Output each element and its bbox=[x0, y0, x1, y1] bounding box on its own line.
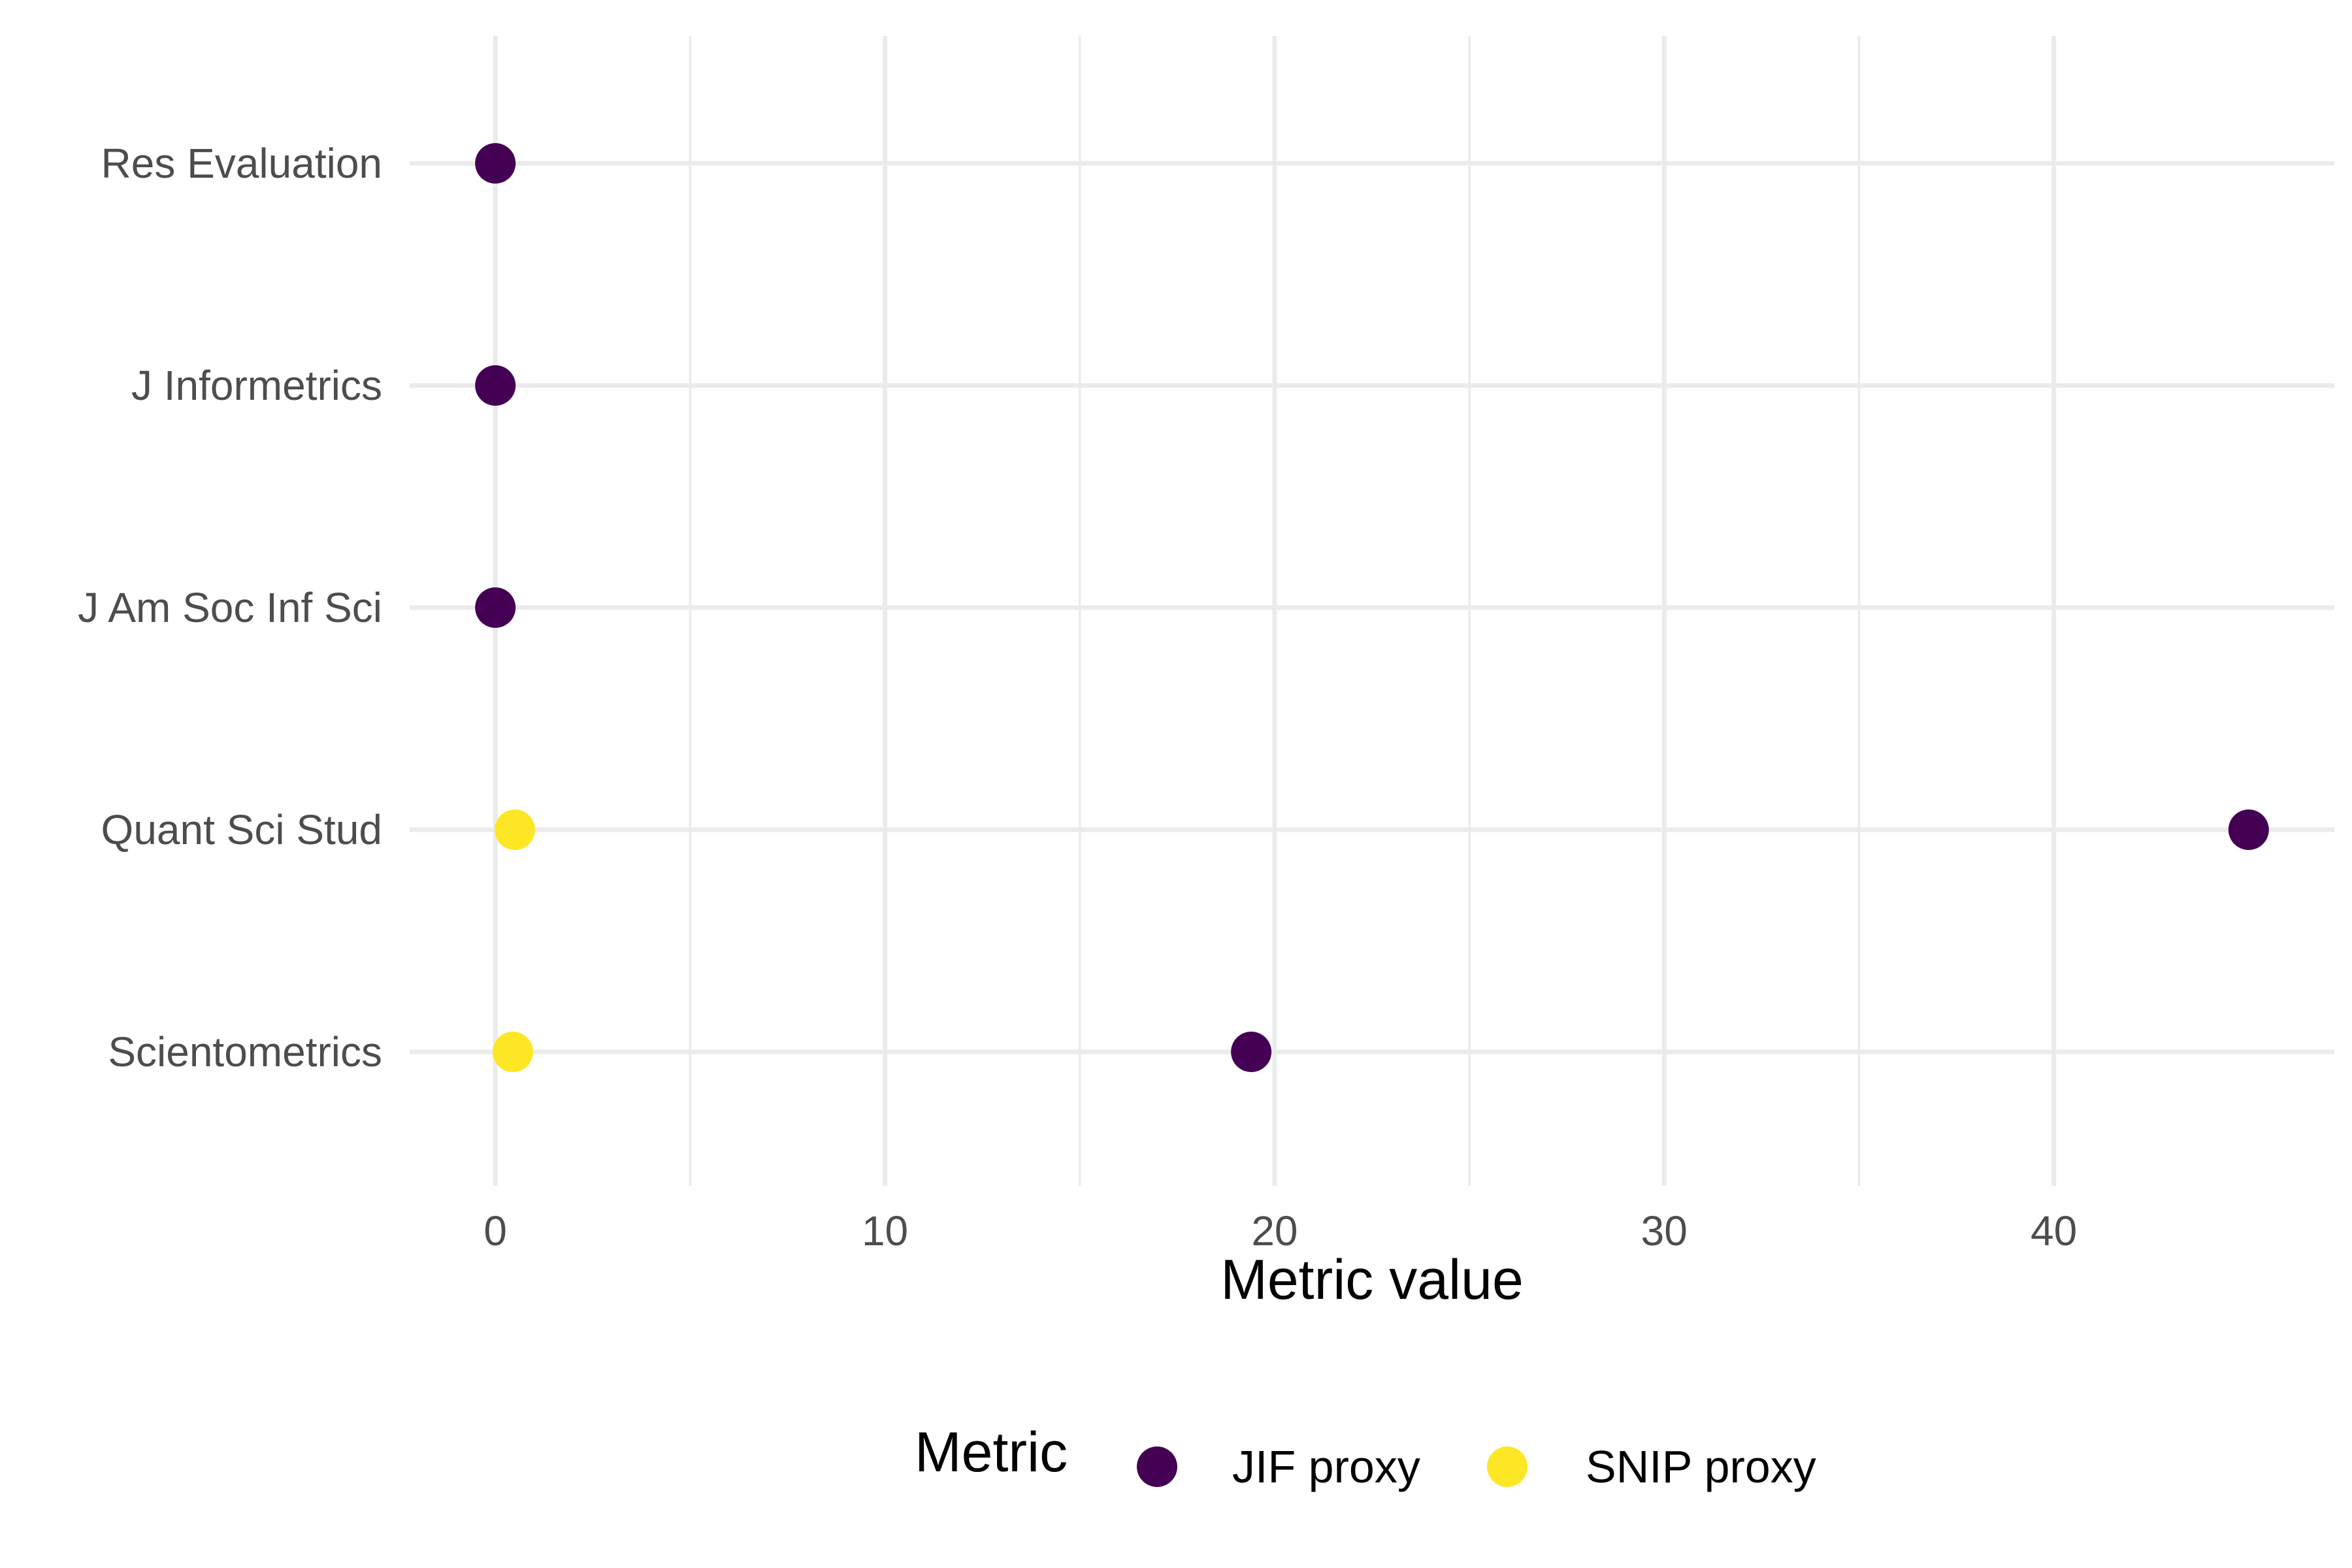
data-point-jif-proxy bbox=[475, 587, 516, 628]
legend-key-jif-proxy bbox=[1137, 1446, 1177, 1487]
x-tick-label: 30 bbox=[1641, 1207, 1688, 1254]
data-point-jif-proxy bbox=[1231, 1032, 1272, 1072]
y-tick-label: J Am Soc Inf Sci bbox=[78, 584, 382, 631]
data-points bbox=[475, 143, 2269, 1072]
y-tick-label: J Informetrics bbox=[131, 362, 382, 409]
x-axis-tick-labels: 0 10 20 30 40 bbox=[483, 1207, 2077, 1254]
data-point-jif-proxy bbox=[475, 143, 516, 184]
y-tick-label: Res Evaluation bbox=[101, 140, 382, 187]
data-point-snip-proxy bbox=[495, 809, 536, 850]
legend-key-snip-proxy bbox=[1487, 1446, 1527, 1487]
x-tick-label: 40 bbox=[2031, 1207, 2077, 1254]
legend-label: SNIP proxy bbox=[1586, 1441, 1816, 1492]
legend: Metric JIF proxy SNIP proxy bbox=[915, 1421, 1816, 1492]
data-point-jif-proxy bbox=[475, 365, 516, 406]
x-tick-label: 20 bbox=[1251, 1207, 1298, 1254]
data-point-snip-proxy bbox=[493, 1032, 534, 1072]
x-tick-label: 0 bbox=[483, 1207, 507, 1254]
y-tick-label: Quant Sci Stud bbox=[101, 806, 382, 853]
grid bbox=[410, 36, 2334, 1186]
legend-title: Metric bbox=[915, 1421, 1068, 1484]
legend-label: JIF proxy bbox=[1232, 1441, 1420, 1492]
y-axis-tick-labels: Res Evaluation J Informetrics J Am Soc Inf… bbox=[78, 140, 382, 1075]
y-tick-label: Scientometrics bbox=[108, 1028, 382, 1075]
data-point-jif-proxy bbox=[2228, 809, 2269, 850]
x-axis-title: Metric value bbox=[1220, 1249, 1524, 1311]
x-tick-label: 10 bbox=[862, 1207, 908, 1254]
